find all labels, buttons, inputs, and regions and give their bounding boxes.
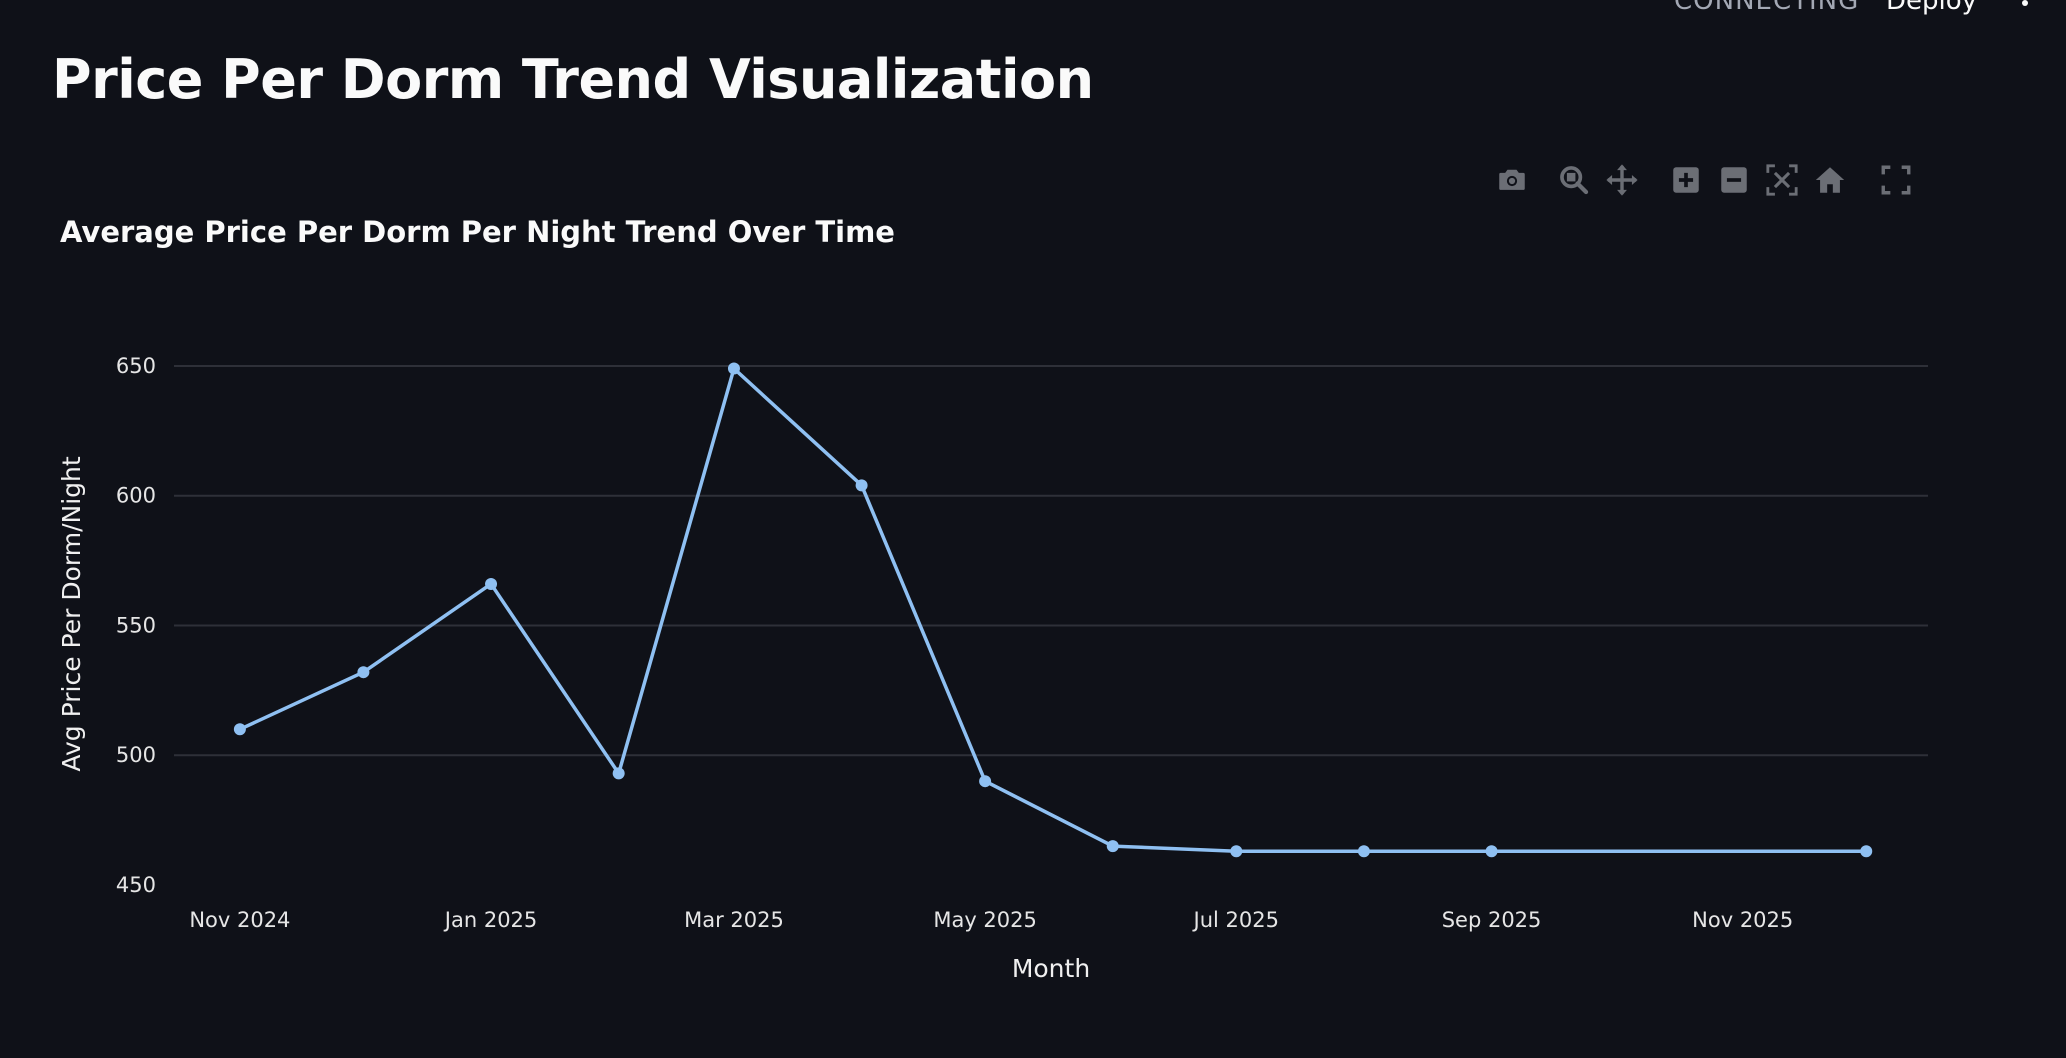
x-tick-label: Sep 2025: [1442, 908, 1542, 932]
y-tick-label: 600: [116, 484, 156, 508]
connection-status: CONNECTING: [1674, 0, 1860, 16]
data-point[interactable]: [357, 666, 370, 679]
data-point[interactable]: [1230, 845, 1243, 858]
camera-icon[interactable]: [1494, 162, 1530, 198]
data-point[interactable]: [233, 723, 246, 736]
data-point[interactable]: [485, 577, 498, 590]
chart-title: Average Price Per Dorm Per Night Trend O…: [60, 215, 895, 249]
x-tick-label: Jul 2025: [1192, 908, 1279, 932]
reset-axes-icon[interactable]: [1812, 162, 1848, 198]
data-point[interactable]: [612, 767, 625, 780]
x-tick-label: Jan 2025: [443, 908, 538, 932]
data-point[interactable]: [1860, 845, 1873, 858]
y-tick-label: 450: [116, 873, 156, 897]
y-tick-label: 500: [116, 743, 156, 767]
deploy-button[interactable]: Deploy: [1886, 0, 1977, 16]
x-tick-label: Nov 2024: [189, 908, 290, 932]
zoom-out-icon[interactable]: [1716, 162, 1752, 198]
fullscreen-icon[interactable]: [1878, 162, 1914, 198]
pan-icon[interactable]: [1604, 162, 1640, 198]
data-point[interactable]: [979, 775, 992, 788]
data-point[interactable]: [1357, 845, 1370, 858]
y-tick-label: 550: [116, 613, 156, 637]
page-title: Price Per Dorm Trend Visualization: [52, 48, 1094, 111]
data-point[interactable]: [855, 479, 868, 492]
kebab-menu-icon[interactable]: [2016, 0, 2032, 12]
zoom-icon[interactable]: [1556, 162, 1592, 198]
x-tick-label: Mar 2025: [684, 908, 784, 932]
x-tick-label: May 2025: [933, 908, 1037, 932]
y-tick-label: 650: [116, 354, 156, 378]
x-tick-label: Nov 2025: [1692, 908, 1793, 932]
series-line: [239, 366, 1867, 854]
data-point[interactable]: [727, 362, 740, 375]
data-point[interactable]: [1106, 840, 1119, 853]
zoom-in-icon[interactable]: [1668, 162, 1704, 198]
data-point[interactable]: [1485, 845, 1498, 858]
autoscale-icon[interactable]: [1764, 162, 1800, 198]
x-axis-title: Month: [1012, 954, 1090, 983]
y-axis-title: Avg Price Per Dorm/Night: [57, 456, 86, 771]
top-bar: CONNECTING Deploy: [0, 0, 2066, 16]
